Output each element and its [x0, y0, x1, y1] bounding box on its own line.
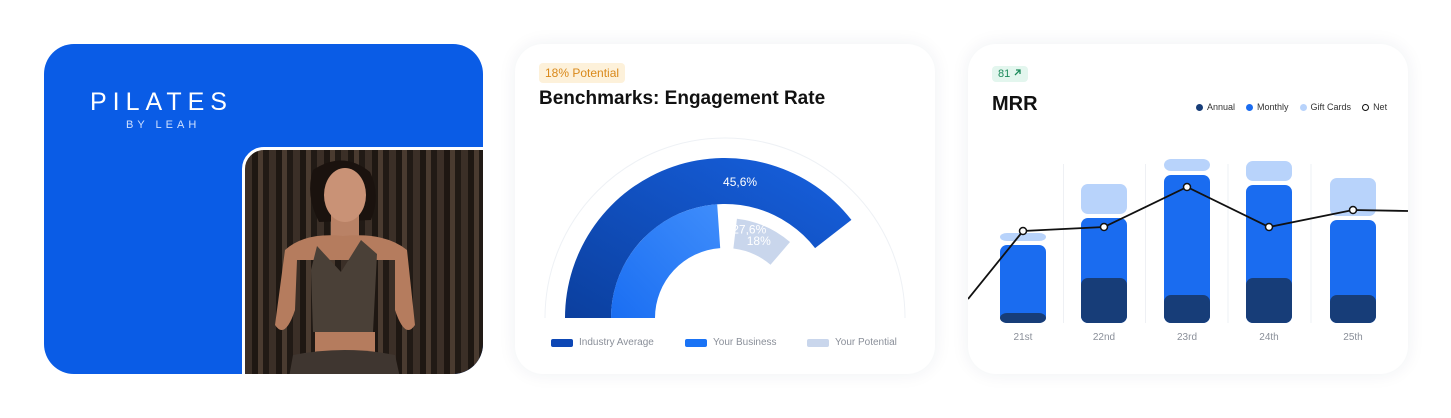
your-potential-value-label: 18%: [747, 234, 771, 248]
legend-label: Your Business: [713, 337, 777, 348]
brand-logo-subtitle: BY LEAH: [126, 119, 201, 131]
bar-gift-cards[interactable]: [1164, 159, 1210, 171]
bar-gift-cards[interactable]: [1246, 161, 1292, 181]
bar-annual[interactable]: [1164, 295, 1210, 323]
legend-swatch: [807, 338, 829, 347]
bar-annual[interactable]: [1000, 313, 1046, 323]
instructor-photo: [242, 147, 483, 374]
legend-label: Your Potential: [835, 337, 897, 348]
bar-gift-cards[interactable]: [1081, 184, 1127, 214]
benchmarks-legend: Industry Average Your Business Your Pote…: [551, 337, 911, 351]
net-point[interactable]: [1264, 222, 1274, 232]
brand-card: PILATES BY LEAH: [44, 44, 483, 374]
mrr-chart: 21st 22nd 23rd 24th 25th: [968, 159, 1408, 343]
legend-swatch: [685, 338, 707, 347]
legend-label: Monthly: [1257, 102, 1289, 112]
mrr-change-badge: 81: [992, 66, 1029, 82]
x-tick-label: 25th: [1343, 332, 1362, 343]
legend-label: Net: [1373, 102, 1388, 112]
legend-item-gift-cards[interactable]: Gift Cards: [1299, 102, 1352, 112]
arrow-up-right-icon: [1013, 68, 1022, 80]
bar-monthly[interactable]: [1000, 245, 1046, 323]
x-tick-label: 22nd: [1093, 332, 1115, 343]
mrr-title: MRR: [992, 93, 1038, 115]
mrr-change-value: 81: [998, 68, 1011, 80]
gauge-arc-industry-average[interactable]: [565, 157, 852, 318]
x-tick-label: 21st: [1014, 332, 1033, 343]
gauge-guide: [544, 137, 906, 319]
your-business-value-label: 27,6%: [732, 222, 766, 236]
benchmarks-title: Benchmarks: Engagement Rate: [539, 88, 826, 109]
legend-dot: [1196, 103, 1203, 111]
legend-swatch: [551, 338, 573, 347]
legend-item-monthly[interactable]: Monthly: [1246, 102, 1289, 112]
legend-item-your-potential[interactable]: Your Potential: [807, 337, 897, 348]
industry-average-value-label: 45,6%: [723, 175, 757, 189]
bar-gift-cards[interactable]: [1000, 233, 1046, 241]
legend-dot: [1299, 103, 1307, 111]
legend-dot: [1246, 103, 1254, 111]
legend-item-net[interactable]: Net: [1362, 102, 1387, 112]
bar-annual[interactable]: [1081, 278, 1127, 323]
engagement-gauge: 45,6% 27,6% 18%: [544, 137, 906, 319]
bar-annual[interactable]: [1246, 278, 1292, 323]
potential-badge: 18% Potential: [539, 63, 626, 83]
brand-logo-name: PILATES: [90, 88, 233, 116]
legend-item-industry-average[interactable]: Industry Average: [551, 337, 654, 348]
x-tick-label: 24th: [1259, 332, 1278, 343]
legend-label: Gift Cards: [1310, 102, 1352, 112]
net-point[interactable]: [1348, 205, 1358, 215]
legend-label: Annual: [1207, 102, 1236, 112]
legend-item-annual[interactable]: Annual: [1196, 102, 1235, 112]
net-point[interactable]: [1099, 222, 1109, 232]
net-point[interactable]: [1182, 182, 1192, 192]
mrr-card: 81 MRR Annual Monthly Gift Cards Net 21s…: [968, 44, 1408, 374]
bar-annual[interactable]: [1330, 295, 1376, 323]
legend-item-your-business[interactable]: Your Business: [685, 337, 777, 348]
gauge-arc-your-business[interactable]: [611, 204, 721, 318]
net-point[interactable]: [1018, 226, 1028, 236]
mrr-legend: Annual Monthly Gift Cards Net: [1196, 102, 1387, 112]
benchmarks-card: 18% Potential Benchmarks: Engagement Rat…: [515, 44, 935, 374]
bar-monthly[interactable]: [1164, 175, 1210, 323]
legend-dot: [1362, 103, 1370, 111]
x-tick-label: 23rd: [1177, 332, 1197, 343]
bar-gift-cards[interactable]: [1330, 178, 1376, 216]
gauge-arc-your-potential[interactable]: [733, 218, 791, 265]
legend-label: Industry Average: [579, 337, 654, 348]
